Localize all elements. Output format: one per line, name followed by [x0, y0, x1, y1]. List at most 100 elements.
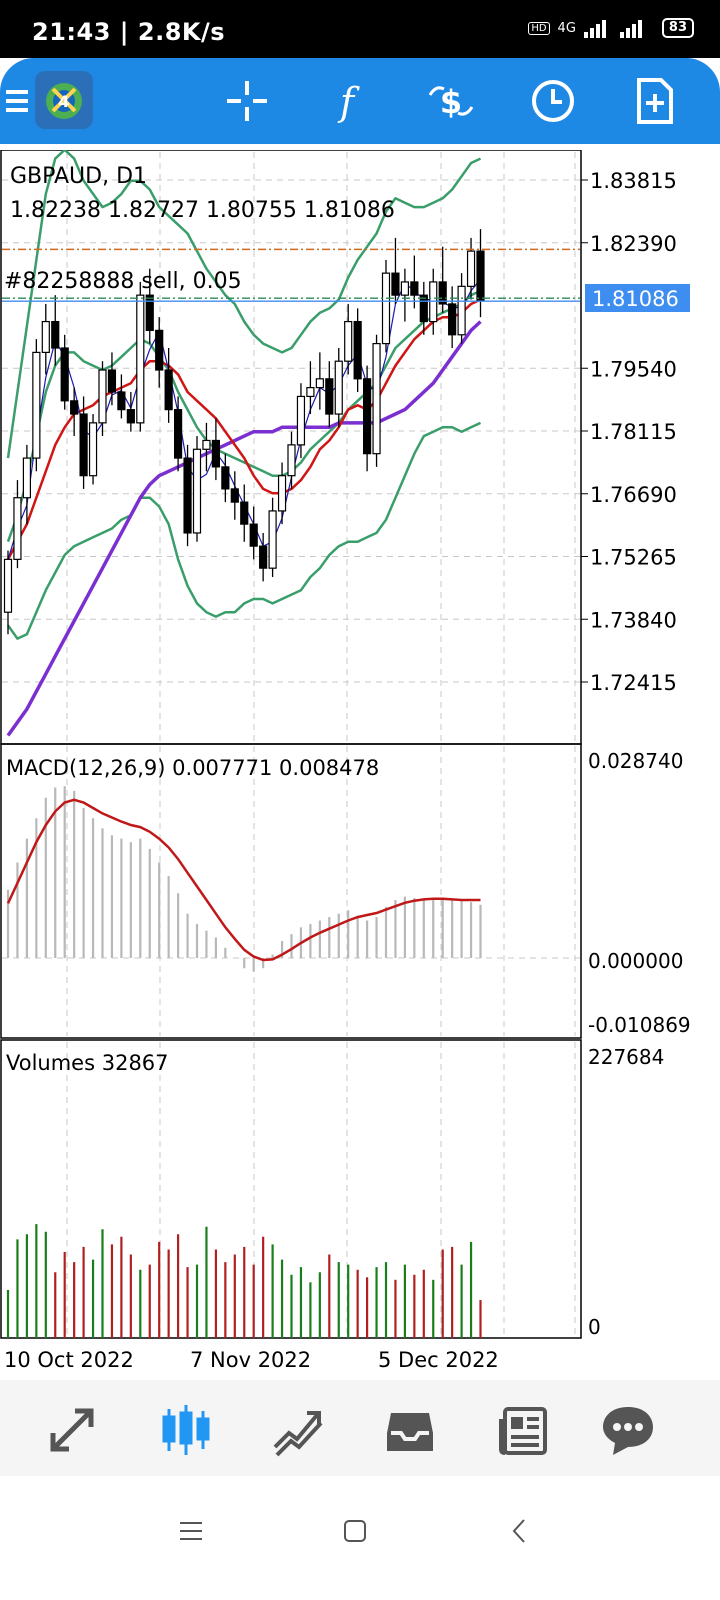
volume-tick-zero: 0 [588, 1315, 601, 1339]
candle-bear [51, 320, 60, 349]
order-line-label[interactable]: #82258888 sell, 0.05 [4, 269, 242, 294]
macd-tick-bottom: -0.010869 [588, 1013, 691, 1037]
macd-panel-frame [0, 743, 582, 1039]
volumes-label: Volumes 32867 [6, 1051, 169, 1075]
candle-bear [363, 378, 372, 455]
candle-bear [107, 369, 117, 393]
candle-bear [70, 400, 79, 415]
candle-bull [32, 351, 41, 459]
status-time-speed: 21:43 | 2.8K/s [32, 18, 226, 46]
status-indicators: HD 4G 83 [528, 18, 694, 38]
candle-bear [183, 457, 192, 534]
bollinger-mid-line [6, 289, 482, 543]
candle-bull [202, 439, 211, 450]
candle-bear [249, 523, 258, 547]
macd-label: MACD(12,26,9) 0.007771 0.008478 [6, 756, 379, 780]
candle-bull [306, 387, 315, 398]
history-icon[interactable] [380, 1400, 440, 1460]
candle-bear [174, 409, 183, 459]
symbols-icon[interactable]: $ [424, 74, 478, 128]
candle-bear [353, 320, 362, 380]
recent-apps-icon[interactable] [166, 1506, 216, 1556]
current-price-value: 1.81086 [592, 287, 679, 311]
indicators-icon[interactable]: f [320, 74, 374, 128]
ohlc-label: 1.82238 1.82727 1.80755 1.81086 [10, 198, 395, 223]
hd-icon: HD [528, 21, 550, 35]
volume-bars [6, 1224, 482, 1338]
mt4-app-icon[interactable]: 4 [34, 70, 94, 130]
candle-bear [240, 501, 249, 525]
candle-bear [155, 329, 164, 371]
candle-bull [277, 475, 287, 512]
candle-bull [98, 369, 107, 424]
quotes-icon[interactable] [42, 1400, 102, 1460]
signal-icon [583, 20, 642, 38]
candle-bear [221, 466, 230, 490]
candle-bear [60, 347, 69, 402]
candlesticks [3, 229, 485, 635]
news-icon[interactable] [494, 1400, 554, 1460]
candle-bull [315, 378, 324, 389]
home-icon[interactable] [330, 1506, 380, 1556]
candle-bull [296, 395, 306, 446]
price-tick-label: 1.79540 [590, 357, 677, 381]
candle-bear [230, 488, 239, 503]
candle-bear [164, 369, 173, 411]
timeframe-icon[interactable] [526, 74, 580, 128]
date-label-1: 10 Oct 2022 [4, 1348, 134, 1372]
current-price-badge [585, 284, 690, 312]
price-tick-label: 1.82390 [590, 232, 677, 256]
bollinger-upper-line [6, 150, 482, 459]
candle-bear [476, 250, 485, 301]
crosshair-icon[interactable] [220, 74, 274, 128]
candle-bull [400, 281, 409, 296]
candle-bull [381, 272, 391, 345]
price-tick-label: 1.83815 [590, 169, 677, 193]
system-navigation-bar [0, 1476, 720, 1600]
candle-bull [334, 360, 343, 415]
symbol-timeframe-label: GBPAUD, D1 [10, 164, 147, 189]
candle-bull [22, 457, 31, 499]
svg-text:f: f [337, 80, 360, 123]
messages-icon[interactable] [598, 1400, 658, 1460]
menu-icon[interactable] [0, 74, 48, 128]
chart-grid [2, 152, 580, 1336]
network-type: 4G [557, 20, 576, 36]
back-icon[interactable] [494, 1506, 544, 1556]
candle-bull [41, 320, 50, 353]
price-axis: 1.83815 1.82390 1.79540 1.78115 1.76690 1.752… [581, 169, 677, 695]
new-order-icon[interactable] [628, 74, 682, 128]
macd-signal-line [6, 798, 481, 962]
candle-bear [448, 303, 457, 336]
bollinger-bands [6, 150, 482, 640]
candle-bear [211, 439, 220, 468]
date-label-3: 5 Dec 2022 [378, 1348, 499, 1372]
candle-bull [457, 285, 466, 336]
bottom-navigation [0, 1380, 720, 1476]
chart-area[interactable]: GBPAUD, D1 1.82238 1.82727 1.80755 1.810… [0, 150, 720, 1375]
candle-bear [117, 391, 126, 411]
bollinger-lower-line [6, 421, 482, 640]
macd-tick-top: 0.028740 [588, 749, 683, 773]
candle-bear [145, 294, 154, 331]
candle-bear [126, 409, 135, 424]
trade-icon[interactable] [268, 1400, 328, 1460]
candle-bull [268, 510, 277, 569]
candle-bull [372, 342, 381, 455]
price-tick-label: 1.75265 [590, 546, 677, 570]
macd-indicator [6, 786, 482, 972]
candle-bull [192, 448, 202, 534]
top-toolbar: 4 f $ [0, 58, 720, 144]
chart-icon[interactable] [156, 1400, 216, 1460]
svg-text:$: $ [440, 83, 462, 121]
candle-bull [466, 250, 476, 287]
price-tick-label: 1.73840 [590, 608, 677, 632]
price-levels [2, 248, 580, 302]
price-tick-label: 1.76690 [590, 483, 677, 507]
volume-tick-top: 227684 [588, 1045, 664, 1069]
candle-bear [438, 281, 447, 305]
chart-canvas[interactable]: GBPAUD, D1 1.82238 1.82727 1.80755 1.810… [0, 150, 720, 1375]
battery-indicator: 83 [661, 18, 694, 38]
svg-text:4: 4 [58, 92, 69, 111]
ma-slow-line [6, 320, 482, 737]
